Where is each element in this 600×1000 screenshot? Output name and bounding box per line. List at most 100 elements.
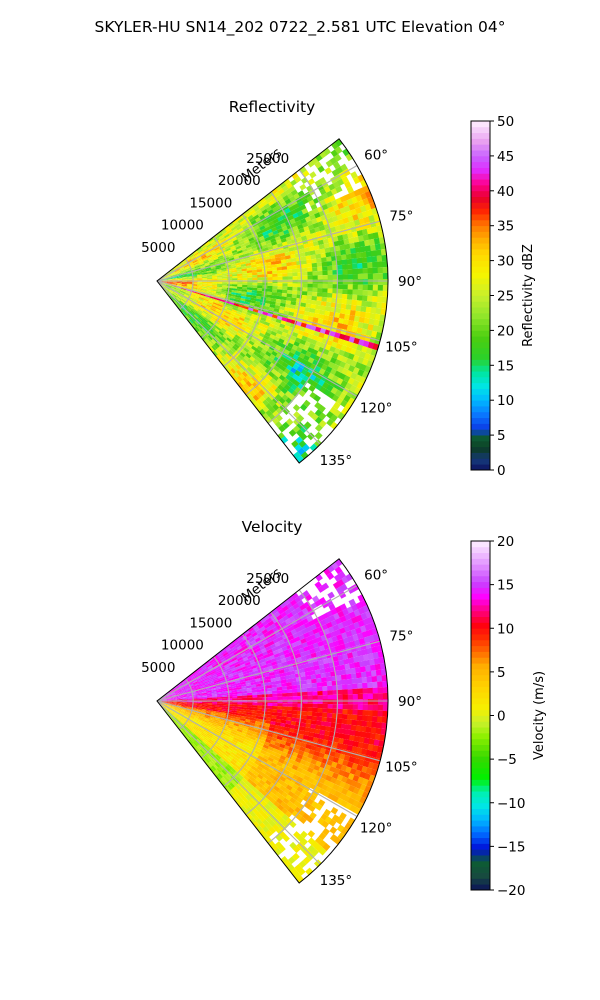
field-cell <box>189 674 196 679</box>
field-cell <box>165 285 172 288</box>
field-cell <box>209 658 215 664</box>
field-cell <box>321 292 328 298</box>
field-cell <box>207 328 213 335</box>
field-cell <box>348 756 356 764</box>
field-cell <box>183 714 189 718</box>
field-cell <box>222 334 229 340</box>
field-cell <box>196 274 203 277</box>
field-cell <box>204 263 211 267</box>
field-cell <box>218 323 225 328</box>
field-cell <box>246 709 253 713</box>
field-cell <box>244 209 251 216</box>
field-cell <box>235 364 242 371</box>
field-cell <box>271 635 278 641</box>
field-cell <box>271 241 278 246</box>
field-cell <box>312 279 319 284</box>
field-cell <box>304 747 311 754</box>
field-cell <box>175 708 181 711</box>
field-cell <box>169 296 174 301</box>
field-cell <box>241 752 248 758</box>
field-cell <box>190 722 196 727</box>
field-cell <box>241 265 248 270</box>
field-cell <box>369 312 377 320</box>
field-cell <box>221 327 227 333</box>
field-cell <box>261 337 269 344</box>
field-cell <box>268 220 275 226</box>
field-cell <box>249 629 257 635</box>
field-cell <box>209 346 215 353</box>
field-cell <box>241 291 248 295</box>
field-cell <box>257 697 263 701</box>
field-cell <box>305 594 313 602</box>
field-cell <box>166 701 173 703</box>
field-cell <box>302 699 309 704</box>
field-cell <box>301 679 308 685</box>
field-cell <box>341 632 348 639</box>
field-cell <box>167 279 173 281</box>
field-cell <box>200 293 206 297</box>
field-cell <box>189 303 195 308</box>
field-cell <box>302 345 310 352</box>
field-cell <box>349 729 357 736</box>
field-cell <box>358 235 365 242</box>
field-cell <box>237 656 244 662</box>
field-cell <box>213 235 220 241</box>
field-cell <box>265 261 272 266</box>
field-cell <box>282 328 290 334</box>
field-cell <box>271 215 278 221</box>
field-cell <box>207 677 214 681</box>
field-cell <box>206 289 212 293</box>
field-cell <box>161 279 168 281</box>
field-cell <box>203 667 209 672</box>
field-cell <box>213 256 219 261</box>
field-cell <box>175 707 182 710</box>
field-cell <box>235 743 242 749</box>
field-cell <box>166 704 172 707</box>
field-cell <box>233 253 240 258</box>
field-cell <box>303 645 310 652</box>
field-cell <box>352 289 359 296</box>
field-cell <box>360 671 368 678</box>
field-cell <box>207 279 213 281</box>
field-cell <box>184 309 189 315</box>
field-cell <box>160 284 166 288</box>
field-cell <box>202 281 208 284</box>
field-cell <box>362 699 369 705</box>
field-cell <box>231 689 238 693</box>
field-cell <box>188 318 194 325</box>
field-cell <box>220 292 227 296</box>
field-cell <box>222 274 228 278</box>
field-cell <box>170 692 177 696</box>
field-cell <box>233 303 240 307</box>
field-cell <box>257 211 264 218</box>
field-cell <box>325 632 333 640</box>
field-cell <box>186 707 192 710</box>
field-cell <box>215 294 222 298</box>
field-cell <box>222 661 229 667</box>
field-cell <box>266 264 273 269</box>
field-cell <box>208 657 214 663</box>
field-cell <box>210 737 216 743</box>
field-cell <box>319 668 326 674</box>
colorbar-segment <box>471 225 490 232</box>
field-cell <box>211 289 218 292</box>
field-cell <box>233 230 240 236</box>
field-cell <box>287 762 294 769</box>
field-cell <box>222 278 228 281</box>
field-cell <box>217 275 223 278</box>
field-cell <box>301 683 308 689</box>
field-cell <box>180 269 186 273</box>
field-cell <box>268 306 275 312</box>
field-cell <box>267 705 273 710</box>
field-cell <box>311 715 318 721</box>
field-cell <box>352 263 358 270</box>
field-cell <box>228 721 235 726</box>
field-cell <box>211 269 217 272</box>
field-cell <box>318 404 326 413</box>
field-cell <box>280 302 287 308</box>
field-cell <box>210 660 217 665</box>
field-cell <box>228 230 235 236</box>
field-cell <box>211 725 218 729</box>
field-cell <box>315 326 322 333</box>
field-cell <box>251 203 259 210</box>
